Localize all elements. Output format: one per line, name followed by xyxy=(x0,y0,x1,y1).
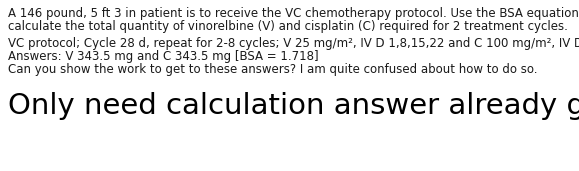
Text: calculate the total quantity of vinorelbine (V) and cisplatin (C) required for 2: calculate the total quantity of vinorelb… xyxy=(8,20,568,33)
Text: VC protocol; Cycle 28 d, repeat for 2-8 cycles; V 25 mg/m², IV D 1,8,15,22 and C: VC protocol; Cycle 28 d, repeat for 2-8 … xyxy=(8,37,579,50)
Text: A 146 pound, 5 ft 3 in patient is to receive the VC chemotherapy protocol. Use t: A 146 pound, 5 ft 3 in patient is to rec… xyxy=(8,7,579,20)
Text: Can you show the work to get to these answers? I am quite confused about how to : Can you show the work to get to these an… xyxy=(8,63,537,76)
Text: Answers: V 343.5 mg and C 343.5 mg [BSA = 1.718]: Answers: V 343.5 mg and C 343.5 mg [BSA … xyxy=(8,50,318,63)
Text: Only need calculation answer already given|: Only need calculation answer already giv… xyxy=(8,91,579,120)
